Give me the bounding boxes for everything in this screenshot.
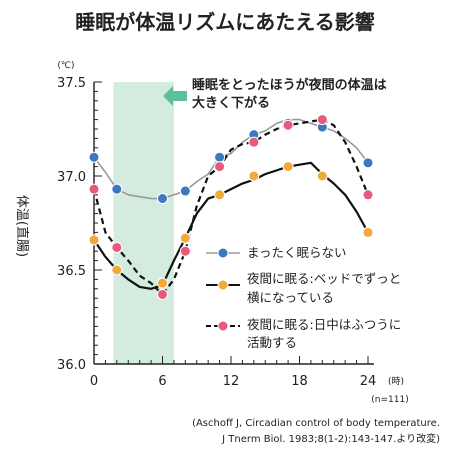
citation-line-2: J Tnerm Biol. 1983;8(1-2):143-147.より改変) <box>221 432 440 445</box>
annotation-line-1: 睡眠をとったほうが夜間の体温は <box>192 77 387 93</box>
data-point-no-sleep <box>214 151 226 163</box>
data-point-bed-rest <box>157 277 168 289</box>
legend-marker-bed-rest <box>217 279 229 291</box>
series-markers-layer <box>88 114 374 300</box>
data-point-no-sleep <box>362 157 374 169</box>
legend-label-active-2: 活動する <box>247 335 297 350</box>
data-point-bed-rest <box>282 161 294 173</box>
data-point-active <box>362 189 374 201</box>
data-point-active <box>88 183 100 195</box>
data-point-active <box>248 136 260 148</box>
data-point-bed-rest <box>179 232 191 244</box>
x-tick-label: 0 <box>90 374 98 389</box>
data-point-no-sleep <box>111 183 123 195</box>
citation-line-1: (Aschoff J, Circadian control of body te… <box>192 418 440 429</box>
data-point-bed-rest <box>111 264 123 276</box>
data-point-bed-rest <box>214 189 226 201</box>
y-axis-unit: (℃) <box>57 61 74 71</box>
legend-label-active-1: 夜間に眠る:日中はふつうに <box>247 317 401 332</box>
data-point-active <box>316 114 328 126</box>
legend-marker-active <box>217 320 229 332</box>
annotation-arrow <box>163 86 187 106</box>
annotation-line-2: 大きく下がる <box>192 95 270 111</box>
legend-label-bed-rest-1: 夜間に眠る:ベッドでずっと <box>247 271 401 286</box>
data-point-bed-rest <box>362 226 374 238</box>
y-tick-label: 36.5 <box>57 264 86 279</box>
data-point-no-sleep <box>179 185 191 197</box>
y-tick-label: 37.0 <box>57 170 86 185</box>
chart-title: 睡眠が体温リズムにあたえる影響 <box>75 10 374 34</box>
data-point-bed-rest <box>248 170 260 182</box>
x-tick-label: 12 <box>223 374 240 389</box>
legend-marker-no-sleep <box>217 247 229 259</box>
sample-size-label: (n=111) <box>371 395 408 405</box>
data-point-active <box>214 161 226 173</box>
legend-label-bed-rest-2: 横になっている <box>247 290 334 305</box>
data-point-active <box>157 288 168 300</box>
axis-layer: 36.0 36.5 37.0 37.5 0 6 12 18 24 <box>57 76 376 389</box>
y-axis-label: 体温(直腸) <box>14 195 29 257</box>
shaded-region-layer <box>113 82 174 364</box>
y-tick-label: 36.0 <box>57 358 86 373</box>
data-point-no-sleep <box>88 151 100 163</box>
data-point-bed-rest <box>88 234 100 246</box>
x-tick-label: 6 <box>158 374 166 389</box>
x-tick-label: 18 <box>291 374 308 389</box>
legend-label-no-sleep: まったく眠らない <box>247 245 347 260</box>
y-tick-label: 37.5 <box>57 76 86 91</box>
sleep-period-shade <box>113 82 174 364</box>
data-point-active <box>179 245 191 257</box>
data-point-no-sleep <box>157 193 168 205</box>
x-axis-unit: (時) <box>388 376 404 387</box>
data-point-active <box>282 119 294 131</box>
data-point-bed-rest <box>316 170 328 182</box>
x-tick-label: 24 <box>360 374 377 389</box>
legend: まったく眠らない 夜間に眠る:ベッドでずっと 横になっている 夜間に眠る:日中は… <box>206 245 401 350</box>
data-point-active <box>111 241 123 253</box>
